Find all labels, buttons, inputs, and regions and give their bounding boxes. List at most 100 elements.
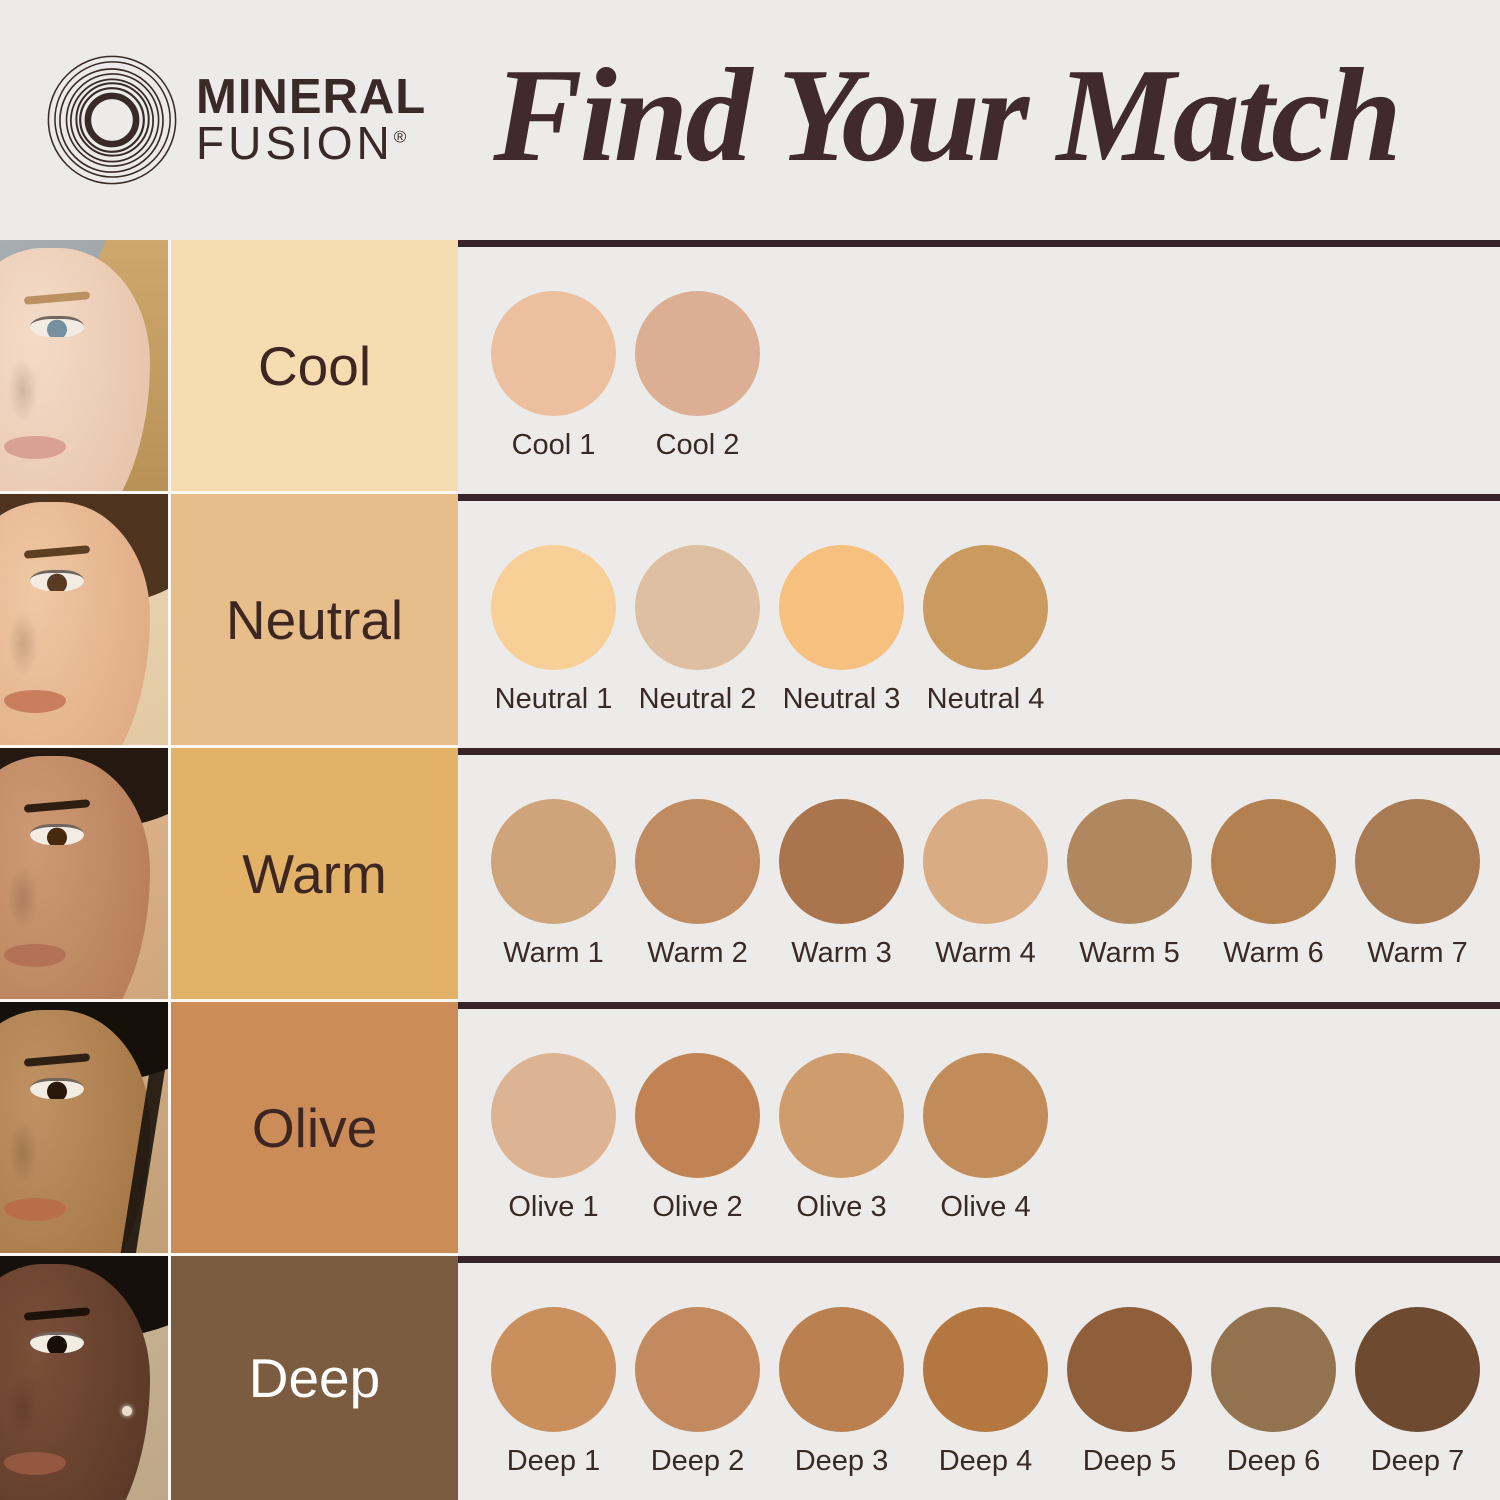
nose-shadow bbox=[8, 358, 38, 422]
shade-color-dot bbox=[1067, 1307, 1192, 1432]
eye-shape bbox=[30, 1332, 84, 1353]
shade-color-dot bbox=[491, 1307, 616, 1432]
lips-shape bbox=[4, 1198, 66, 1221]
undertone-row-cool: Cool Cool 1 Cool 2 bbox=[0, 240, 1500, 494]
model-photo-neutral bbox=[0, 494, 171, 748]
shade-swatch: Neutral 2 bbox=[635, 545, 760, 716]
undertone-row-olive: Olive Olive 1 Olive 2 Olive 3 Olive 4 bbox=[0, 1002, 1500, 1256]
lips-shape bbox=[4, 944, 66, 967]
shade-name-label: Olive 3 bbox=[796, 1191, 887, 1223]
shade-name-label: Warm 1 bbox=[503, 937, 604, 969]
shade-name-label: Deep 7 bbox=[1370, 1445, 1465, 1477]
shade-swatch: Olive 1 bbox=[491, 1053, 616, 1224]
undertone-label-neutral: Neutral bbox=[171, 494, 458, 748]
shade-color-dot bbox=[635, 545, 760, 670]
brand-line-mineral: MINERAL bbox=[196, 70, 427, 125]
shade-color-dot bbox=[1355, 1307, 1480, 1432]
undertone-row-warm: Warm Warm 1 Warm 2 Warm 3 Warm 4 Warm 5 Warm … bbox=[0, 748, 1500, 1002]
shade-name-label: Neutral 1 bbox=[494, 683, 613, 715]
shade-name-label: Olive 2 bbox=[652, 1191, 743, 1223]
shade-color-dot bbox=[491, 799, 616, 924]
shade-name-label: Olive 4 bbox=[940, 1191, 1031, 1223]
model-photo-olive bbox=[0, 1002, 171, 1256]
shade-name-label: Neutral 3 bbox=[782, 683, 901, 715]
shade-swatch-list-neutral: Neutral 1 Neutral 2 Neutral 3 Neutral 4 bbox=[458, 494, 1500, 748]
lips-shape bbox=[4, 690, 66, 713]
eye-shape bbox=[30, 316, 84, 337]
shade-color-dot bbox=[635, 1053, 760, 1178]
shade-color-dot bbox=[491, 291, 616, 416]
shade-swatch-list-deep: Deep 1 Deep 2 Deep 3 Deep 4 Deep 5 Deep 6 Deep… bbox=[458, 1256, 1500, 1500]
shade-color-dot bbox=[635, 1307, 760, 1432]
shade-name-label: Deep 4 bbox=[938, 1445, 1033, 1477]
shade-name-label: Deep 5 bbox=[1082, 1445, 1177, 1477]
shade-color-dot bbox=[1355, 799, 1480, 924]
model-photo-deep bbox=[0, 1256, 171, 1500]
eye-shape bbox=[30, 1078, 84, 1099]
shade-name-label: Neutral 2 bbox=[638, 683, 757, 715]
lips-shape bbox=[4, 1452, 66, 1475]
shade-color-dot bbox=[923, 545, 1048, 670]
undertone-row-neutral: Neutral Neutral 1 Neutral 2 Neutral 3 Neutr… bbox=[0, 494, 1500, 748]
nose-shadow bbox=[8, 866, 38, 930]
shade-color-dot bbox=[491, 1053, 616, 1178]
shade-name-label: Deep 3 bbox=[794, 1445, 889, 1477]
shade-name-label: Olive 1 bbox=[508, 1191, 599, 1223]
shade-swatch: Warm 3 bbox=[779, 799, 904, 970]
shade-name-label: Warm 2 bbox=[647, 937, 748, 969]
shade-color-dot bbox=[779, 545, 904, 670]
shade-swatch: Neutral 1 bbox=[491, 545, 616, 716]
shade-swatch: Cool 1 bbox=[491, 291, 616, 462]
shade-swatch: Deep 4 bbox=[923, 1307, 1048, 1478]
shade-color-dot bbox=[635, 799, 760, 924]
undertone-row-deep: Deep Deep 1 Deep 2 Deep 3 Deep 4 Deep 5 Deep … bbox=[0, 1256, 1500, 1500]
registered-trademark-symbol: ® bbox=[393, 128, 407, 148]
concentric-circles-logo-icon bbox=[47, 55, 177, 185]
shade-swatch: Neutral 3 bbox=[779, 545, 904, 716]
shade-color-dot bbox=[1211, 799, 1336, 924]
shade-swatch: Deep 1 bbox=[491, 1307, 616, 1478]
shade-swatch: Warm 5 bbox=[1067, 799, 1192, 970]
shade-color-dot bbox=[779, 799, 904, 924]
shade-name-label: Cool 1 bbox=[511, 429, 596, 461]
shade-swatch-list-olive: Olive 1 Olive 2 Olive 3 Olive 4 bbox=[458, 1002, 1500, 1256]
shade-swatch-list-cool: Cool 1 Cool 2 bbox=[458, 240, 1500, 494]
shade-color-dot bbox=[491, 545, 616, 670]
shade-swatch: Warm 4 bbox=[923, 799, 1048, 970]
undertone-label-warm: Warm bbox=[171, 748, 458, 1002]
brand-wordmark: MINERAL FUSION® bbox=[196, 70, 427, 170]
shade-swatch: Deep 2 bbox=[635, 1307, 760, 1478]
shade-color-dot bbox=[779, 1307, 904, 1432]
eye-shape bbox=[30, 570, 84, 591]
nose-shadow bbox=[8, 612, 38, 676]
shade-name-label: Warm 5 bbox=[1079, 937, 1180, 969]
shade-swatch: Neutral 4 bbox=[923, 545, 1048, 716]
model-photo-cool bbox=[0, 240, 171, 494]
shade-color-dot bbox=[1067, 799, 1192, 924]
earring-shape bbox=[122, 1406, 132, 1416]
shade-name-label: Warm 7 bbox=[1367, 937, 1468, 969]
shade-swatch: Olive 4 bbox=[923, 1053, 1048, 1224]
shade-color-dot bbox=[923, 799, 1048, 924]
brand-line-fusion: FUSION® bbox=[196, 117, 407, 170]
mineral-fusion-logo: MINERAL FUSION® bbox=[44, 52, 426, 188]
shade-swatch: Deep 7 bbox=[1355, 1307, 1480, 1478]
shade-swatch: Warm 1 bbox=[491, 799, 616, 970]
shade-name-label: Deep 1 bbox=[506, 1445, 601, 1477]
shade-swatch: Deep 5 bbox=[1067, 1307, 1192, 1478]
shade-color-dot bbox=[923, 1053, 1048, 1178]
shade-color-dot bbox=[1211, 1307, 1336, 1432]
shade-swatch: Cool 2 bbox=[635, 291, 760, 462]
shade-color-dot bbox=[923, 1307, 1048, 1432]
undertone-label-deep: Deep bbox=[171, 1256, 458, 1500]
shade-swatch: Deep 3 bbox=[779, 1307, 904, 1478]
shade-swatch-list-warm: Warm 1 Warm 2 Warm 3 Warm 4 Warm 5 Warm 6 Warm… bbox=[458, 748, 1500, 1002]
shade-swatch: Deep 6 bbox=[1211, 1307, 1336, 1478]
shade-swatch: Warm 7 bbox=[1355, 799, 1480, 970]
shade-color-dot bbox=[635, 291, 760, 416]
undertone-label-cool: Cool bbox=[171, 240, 458, 494]
model-photo-warm bbox=[0, 748, 171, 1002]
shade-name-label: Warm 4 bbox=[935, 937, 1036, 969]
shade-swatch: Olive 2 bbox=[635, 1053, 760, 1224]
